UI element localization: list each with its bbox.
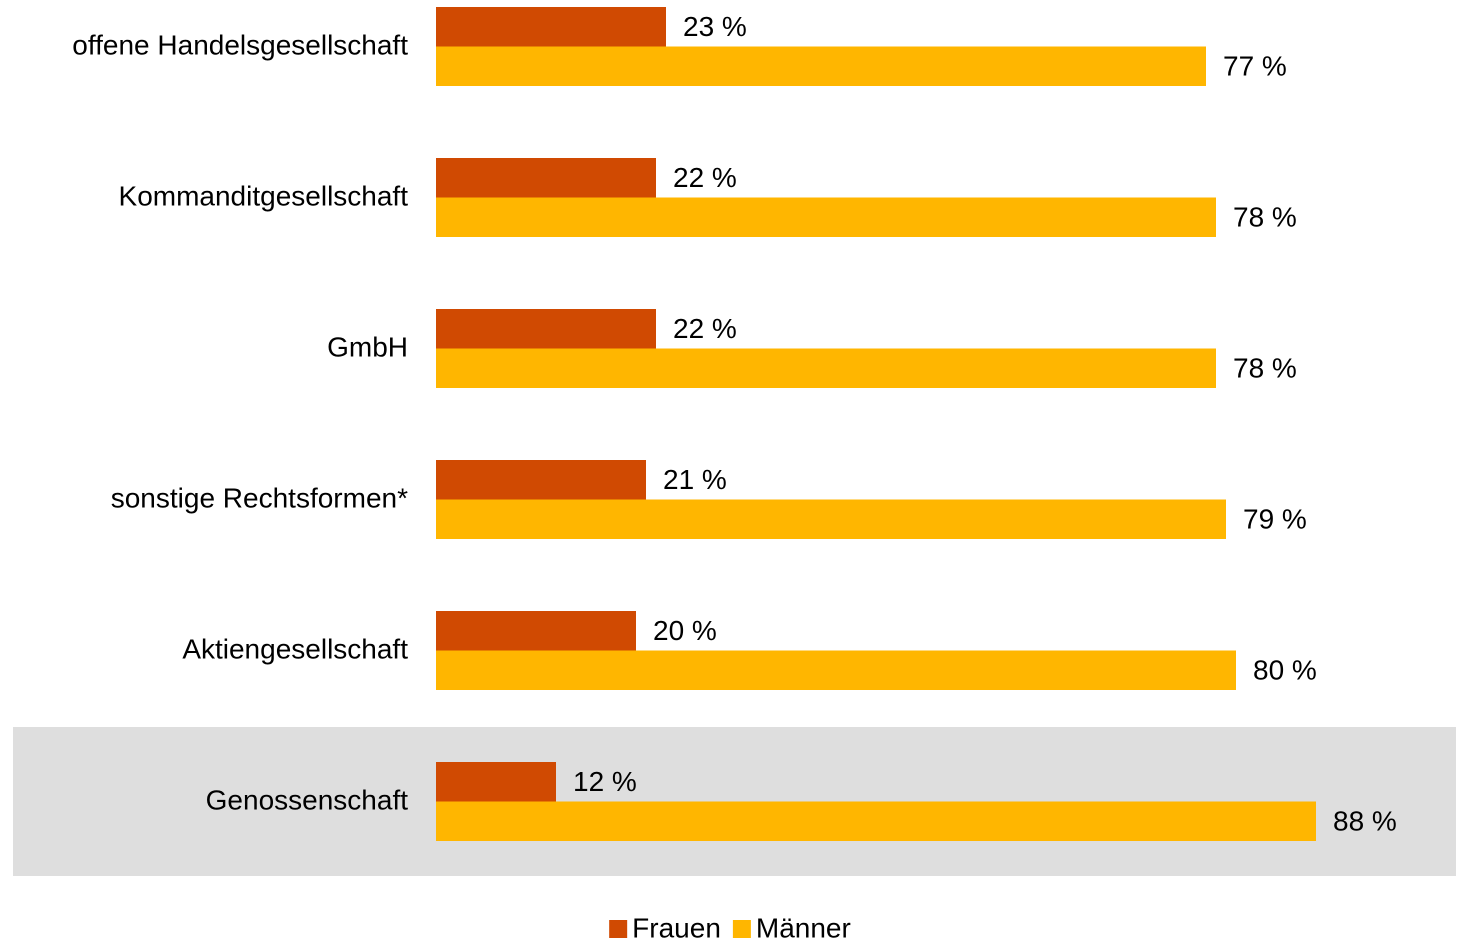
bar [436, 801, 1316, 841]
bar [436, 460, 646, 500]
value-label: 78 % [1233, 353, 1297, 384]
category-label: Genossenschaft [206, 784, 409, 815]
value-label: 20 % [653, 615, 717, 646]
legend-swatch [609, 920, 628, 938]
bar [436, 158, 656, 198]
value-label: 88 % [1333, 806, 1397, 837]
bar [436, 499, 1226, 539]
bar [436, 197, 1216, 237]
value-label: 22 % [673, 313, 737, 344]
value-label: 77 % [1223, 51, 1287, 82]
value-label: 21 % [663, 464, 727, 495]
category-label: Kommanditgesellschaft [119, 180, 409, 211]
category-label: offene Handelsgesellschaft [72, 29, 408, 60]
category-label: GmbH [327, 331, 408, 362]
value-label: 23 % [683, 11, 747, 42]
legend-swatch [732, 920, 751, 938]
bar [436, 309, 656, 349]
value-label: 79 % [1243, 504, 1307, 535]
bar [436, 46, 1206, 86]
bar [436, 762, 556, 802]
category-label: sonstige Rechtsformen* [111, 482, 408, 513]
bar [436, 7, 666, 47]
category-label: Aktiengesellschaft [182, 633, 408, 664]
value-label: 12 % [573, 766, 637, 797]
bar [436, 611, 636, 651]
bar [436, 650, 1236, 690]
value-label: 80 % [1253, 655, 1317, 686]
bar [436, 348, 1216, 388]
legend-label: Männer [756, 912, 851, 943]
value-label: 22 % [673, 162, 737, 193]
value-label: 78 % [1233, 202, 1297, 233]
legend-label: Frauen [632, 912, 721, 943]
